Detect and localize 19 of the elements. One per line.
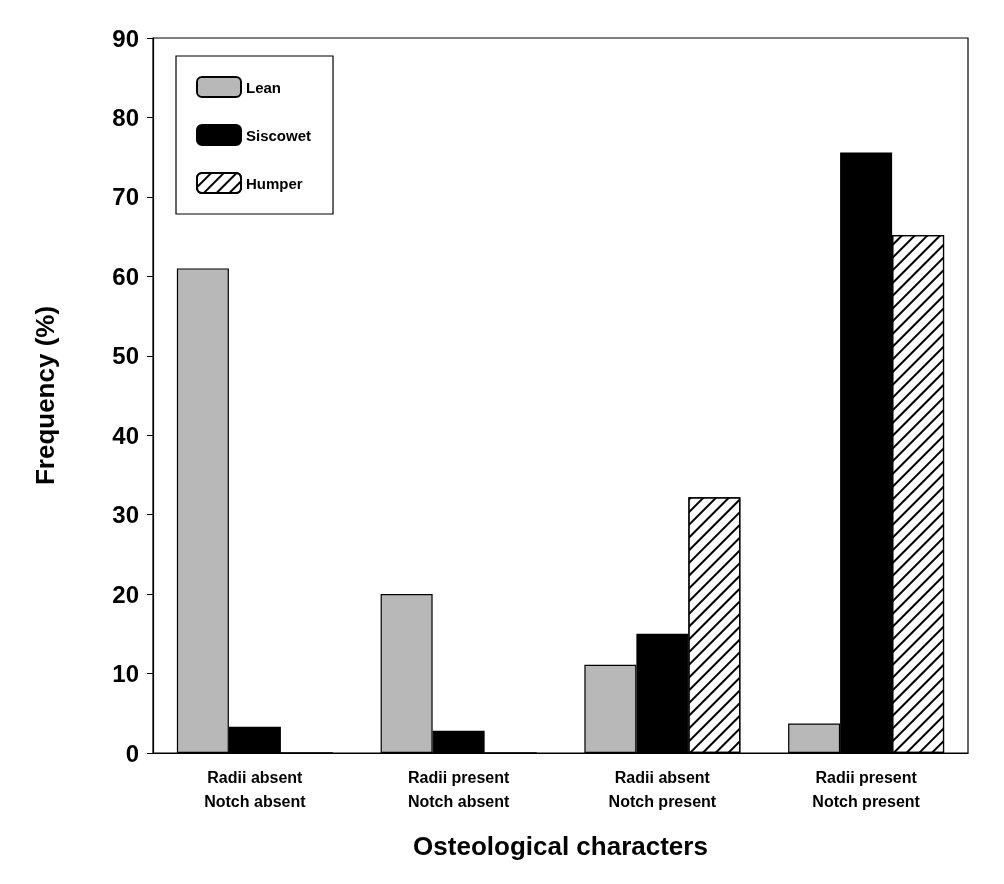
x-tick-label: Radii absent Notch absent	[204, 768, 307, 810]
x-axis-title: Osteological characters	[413, 831, 708, 861]
x-tick-label: Radii present Notch absent	[407, 768, 510, 810]
y-tick-label: 50	[112, 342, 139, 370]
y-axis-title: Frequency (%)	[30, 305, 60, 486]
y-tick-label: 90	[112, 24, 139, 52]
legend-label: Siscowet	[246, 126, 312, 144]
y-tick-label: 80	[112, 103, 139, 131]
y-tick-label: 20	[112, 580, 139, 608]
y-tick-label: 70	[112, 183, 139, 211]
y-tick-label: 0	[125, 739, 139, 767]
x-tick-label: Radii present Notch present	[812, 768, 921, 810]
y-tick-label: 10	[112, 660, 139, 688]
x-tick-label: Radii absent Notch present	[608, 768, 717, 810]
y-tick-label: 60	[112, 262, 139, 290]
legend-label: Lean	[246, 78, 282, 96]
y-tick-label: 30	[112, 501, 139, 529]
y-tick-label: 40	[112, 421, 139, 449]
legend-label: Humper	[246, 174, 303, 192]
